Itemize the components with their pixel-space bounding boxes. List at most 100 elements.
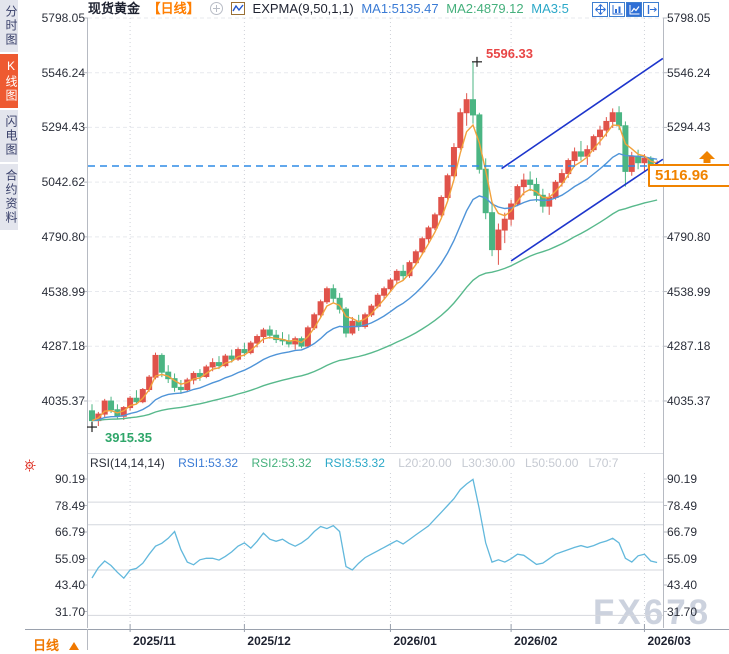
price-up-arrow-icon — [697, 150, 717, 169]
candle-body — [577, 151, 584, 157]
candle-body — [368, 305, 375, 316]
candle-body — [304, 327, 311, 347]
candle-body — [635, 155, 642, 164]
candle-body — [584, 149, 591, 157]
rsi-axis-label-left: 31.70 — [54, 604, 85, 619]
rsi-level-label-0: L20:20.00 — [398, 456, 452, 470]
rsi-axis-label-left: 66.79 — [54, 525, 85, 539]
price-axis-label-left: 4287.18 — [41, 339, 85, 354]
candle-body — [527, 179, 534, 185]
sidebar-item-3[interactable]: 合约资料 — [0, 164, 18, 230]
high-annotation-label: 5596.33 — [486, 46, 533, 61]
candle-body — [616, 112, 623, 127]
bar-scale-chart-icon[interactable] — [609, 2, 625, 17]
candle-body — [571, 151, 578, 162]
rsi2-value: RSI2:53.32 — [251, 456, 312, 470]
candle-body — [228, 355, 235, 360]
candle-body — [457, 112, 464, 149]
chart-header: 现货黄金 【日线】 EXPMA(9,50,1,1) MA1:5135.47 MA… — [88, 1, 573, 17]
candle-body — [108, 400, 115, 411]
candle-body — [539, 194, 546, 207]
ma3-value: MA3:5 — [531, 1, 569, 16]
candle-body — [101, 400, 108, 415]
candle-body — [552, 181, 559, 198]
period-up-triangle-icon — [68, 642, 79, 650]
candle-body — [190, 372, 197, 381]
candle-body — [336, 297, 343, 310]
rsi-axis-label-right: 55.09 — [667, 551, 698, 566]
candle-body — [622, 125, 629, 172]
symbol-title: 现货黄金 — [88, 1, 141, 16]
candle-body — [196, 372, 203, 378]
x-axis-month-label: 2026/02 — [514, 634, 558, 648]
price-axis-label-right: 5546.24 — [667, 65, 711, 80]
rsi-level-labels: L20:20.00 L30:30.00 L50:50.00 L70:7 — [398, 456, 628, 470]
add-overlay-icon[interactable] — [210, 2, 224, 15]
ma-slow-line — [91, 199, 658, 422]
pan-icon[interactable] — [592, 2, 608, 17]
x-axis-month-label: 2026/03 — [647, 634, 691, 648]
candle-body — [247, 342, 254, 354]
candle-body — [482, 168, 489, 214]
candle-body — [431, 214, 438, 229]
line-chart-icon[interactable] — [626, 2, 642, 17]
candle-body — [520, 179, 527, 188]
candle-body — [470, 99, 476, 116]
period-selector-label: 日线 — [33, 638, 60, 653]
candle-body — [184, 379, 191, 391]
period-selector[interactable]: 日线 — [33, 635, 79, 654]
candle-body — [298, 338, 305, 347]
candle-body — [508, 203, 515, 220]
candle-body — [349, 320, 356, 334]
price-axis-label-right: 5294.43 — [667, 120, 711, 135]
candle-body — [317, 301, 324, 316]
indicator-chart-icon[interactable] — [230, 2, 245, 18]
candle-body — [266, 329, 273, 336]
period-title[interactable]: 【日线】 — [147, 1, 200, 16]
candle-body — [292, 338, 299, 345]
candle-body — [546, 196, 553, 207]
price-axis-label-left: 4538.99 — [41, 284, 85, 299]
expma-fast-line — [91, 123, 658, 422]
x-axis-month-label: 2025/12 — [247, 634, 291, 648]
rsi-axis-label-right: 78.49 — [667, 498, 698, 513]
candle-body — [343, 308, 349, 334]
candle-body — [400, 270, 407, 277]
candle-body — [152, 354, 159, 378]
candle-body — [489, 212, 496, 251]
price-axis-label-left: 4035.37 — [41, 393, 85, 408]
rsi-axis-label-right: 90.19 — [667, 472, 698, 486]
candle-body — [533, 183, 540, 196]
candle-body — [495, 229, 502, 251]
candle-body — [501, 218, 508, 231]
price-axis-label-right: 5798.05 — [667, 11, 711, 25]
price-axis-label-left: 4790.80 — [41, 229, 85, 244]
candle-body — [330, 288, 337, 299]
rsi-level-label-2: L50:50.00 — [525, 456, 579, 470]
last-price-tag: 5116.96 — [648, 164, 729, 187]
rsi-line — [91, 478, 658, 580]
candle-body — [165, 371, 172, 380]
x-axis-month-label: 2026/01 — [393, 634, 437, 648]
candle-body — [590, 136, 597, 151]
sidebar-item-0[interactable]: 分时图 — [0, 0, 18, 52]
candle-body — [603, 120, 610, 131]
candle-body — [279, 339, 286, 342]
panel-borders — [25, 18, 729, 650]
candle-body — [120, 407, 127, 417]
price-axis-label-left: 5798.05 — [41, 11, 85, 25]
candle-body — [393, 270, 400, 281]
low-annotation-label: 3915.35 — [105, 430, 152, 445]
candle-body — [133, 397, 140, 403]
rsi-axis-label-right: 66.79 — [667, 525, 698, 539]
candle-body — [419, 238, 426, 253]
indicator-label: EXPMA(9,50,1,1) — [252, 1, 354, 16]
sidebar-item-2[interactable]: 闪电图 — [0, 110, 18, 162]
price-axis-label-right: 4790.80 — [667, 229, 711, 244]
price-axis-label-left: 5546.24 — [41, 65, 85, 80]
price-axis-label-left: 5294.43 — [41, 120, 85, 135]
exit-chart-icon[interactable] — [643, 2, 659, 17]
sidebar-item-1[interactable]: K线图 — [0, 54, 18, 108]
candle-body — [235, 349, 242, 360]
